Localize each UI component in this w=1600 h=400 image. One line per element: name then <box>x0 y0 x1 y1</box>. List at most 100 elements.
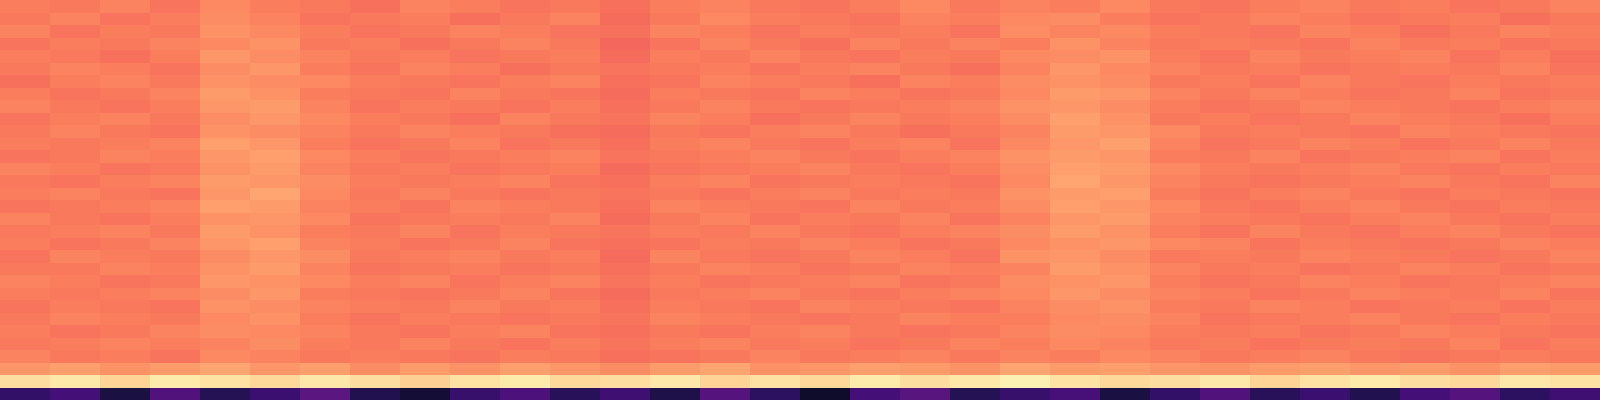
heatmap-cell <box>1500 388 1551 400</box>
heatmap-cell <box>1400 100 1451 113</box>
heatmap-cell <box>500 63 551 76</box>
heatmap-cell <box>750 363 801 376</box>
heatmap-cell <box>1300 13 1351 26</box>
heatmap-cell <box>600 13 651 26</box>
heatmap-cell <box>1000 325 1051 338</box>
heatmap-cell <box>1350 0 1401 13</box>
heatmap-cell <box>1550 300 1600 313</box>
heatmap-cell <box>1500 88 1551 101</box>
heatmap-cell <box>1500 50 1551 63</box>
heatmap-cell <box>200 225 251 238</box>
heatmap-cell <box>0 50 51 63</box>
heatmap-cell <box>1000 313 1051 326</box>
heatmap-cell <box>900 150 951 163</box>
heatmap-cell <box>500 100 551 113</box>
heatmap-cell <box>0 250 51 263</box>
heatmap-cell <box>1100 288 1151 301</box>
heatmap-cell <box>900 313 951 326</box>
heatmap-cell <box>1500 338 1551 351</box>
heatmap-cell <box>300 50 351 63</box>
heatmap-cell <box>1450 13 1501 26</box>
heatmap-cell <box>650 275 701 288</box>
heatmap-cell <box>700 238 751 251</box>
heatmap-cell <box>1150 188 1201 201</box>
heatmap-cell <box>350 388 401 400</box>
heatmap-cell <box>1200 188 1251 201</box>
heatmap-cell <box>350 288 401 301</box>
heatmap-cell <box>200 0 251 13</box>
heatmap-cell <box>700 138 751 151</box>
heatmap-cell <box>50 238 101 251</box>
heatmap-cell <box>50 213 101 226</box>
heatmap-cell <box>200 300 251 313</box>
heatmap-cell <box>50 38 101 51</box>
heatmap-cell <box>600 175 651 188</box>
heatmap-cell <box>1000 213 1051 226</box>
heatmap-cell <box>450 238 501 251</box>
heatmap-cell <box>1350 325 1401 338</box>
heatmap-cell <box>1100 200 1151 213</box>
heatmap-cell <box>600 213 651 226</box>
heatmap-cell <box>900 338 951 351</box>
heatmap-cell <box>650 213 701 226</box>
heatmap-cell <box>1400 50 1451 63</box>
heatmap-cell <box>800 313 851 326</box>
heatmap-cell <box>1400 163 1451 176</box>
heatmap-cell <box>1000 338 1051 351</box>
heatmap-cell <box>700 13 751 26</box>
heatmap-cell <box>850 350 901 363</box>
heatmap-cell <box>300 325 351 338</box>
heatmap-cell <box>700 100 751 113</box>
heatmap-cell <box>200 338 251 351</box>
heatmap-cell <box>550 25 601 38</box>
heatmap-cell <box>550 188 601 201</box>
heatmap-cell <box>1300 188 1351 201</box>
heatmap-cell <box>900 38 951 51</box>
heatmap-cell <box>550 363 601 376</box>
heatmap-cell <box>650 188 701 201</box>
heatmap-cell <box>850 150 901 163</box>
heatmap-cell <box>250 163 301 176</box>
heatmap-cell <box>150 150 201 163</box>
heatmap-cell <box>1500 313 1551 326</box>
heatmap-cell <box>1050 88 1101 101</box>
heatmap-cell <box>750 163 801 176</box>
heatmap-cell <box>1200 38 1251 51</box>
heatmap-cell <box>200 388 251 400</box>
heatmap-cell <box>0 275 51 288</box>
heatmap-cell <box>350 325 401 338</box>
heatmap-cell <box>1400 250 1451 263</box>
heatmap-cell <box>850 338 901 351</box>
heatmap-cell <box>300 313 351 326</box>
heatmap-cell <box>400 50 451 63</box>
heatmap-cell <box>0 313 51 326</box>
heatmap-cell <box>100 125 151 138</box>
heatmap-cell <box>150 250 201 263</box>
heatmap-cell <box>900 75 951 88</box>
heatmap-cell <box>450 200 501 213</box>
heatmap-cell <box>1250 238 1301 251</box>
heatmap-cell <box>300 225 351 238</box>
heatmap-cell <box>1300 338 1351 351</box>
heatmap-cell <box>200 263 251 276</box>
heatmap-cell <box>150 113 201 126</box>
heatmap-cell <box>550 338 601 351</box>
heatmap-cell <box>950 363 1001 376</box>
heatmap-cell <box>1500 350 1551 363</box>
heatmap-cell <box>1200 250 1251 263</box>
heatmap-cell <box>1500 188 1551 201</box>
heatmap-cell <box>250 325 301 338</box>
heatmap-cell <box>1200 50 1251 63</box>
heatmap-cell <box>450 325 501 338</box>
heatmap-cell <box>550 88 601 101</box>
heatmap-cell <box>550 138 601 151</box>
heatmap-cell <box>500 225 551 238</box>
heatmap-cell <box>500 13 551 26</box>
heatmap-cell <box>1500 13 1551 26</box>
heatmap-cell <box>1000 38 1051 51</box>
heatmap-cell <box>1050 338 1101 351</box>
heatmap-cell <box>500 175 551 188</box>
heatmap-cell <box>0 375 51 388</box>
heatmap-cell <box>950 125 1001 138</box>
heatmap-cell <box>750 288 801 301</box>
